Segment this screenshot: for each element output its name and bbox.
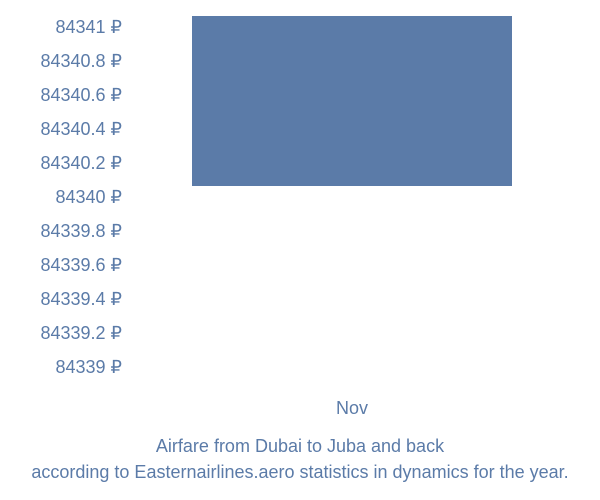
y-tick-label: 84340.4 ₽: [0, 112, 130, 146]
y-tick-label: 84341 ₽: [0, 10, 130, 44]
y-tick-label: 84339.4 ₽: [0, 282, 130, 316]
y-tick-label: 84339 ₽: [0, 350, 130, 384]
y-axis: 84341 ₽ 84340.8 ₽ 84340.6 ₽ 84340.4 ₽ 84…: [0, 10, 130, 384]
y-tick-label: 84339.6 ₽: [0, 248, 130, 282]
y-tick-label: 84340.2 ₽: [0, 146, 130, 180]
x-tick-label: Nov: [192, 398, 512, 419]
y-tick-label: 84340.6 ₽: [0, 78, 130, 112]
plot-area: [140, 10, 560, 384]
bar-nov: [192, 16, 512, 186]
chart-caption: Airfare from Dubai to Juba and back acco…: [0, 433, 600, 485]
caption-line-1: Airfare from Dubai to Juba and back: [0, 433, 600, 459]
y-tick-label: 84339.2 ₽: [0, 316, 130, 350]
y-tick-label: 84340.8 ₽: [0, 44, 130, 78]
y-tick-label: 84340 ₽: [0, 180, 130, 214]
chart-container: 84341 ₽ 84340.8 ₽ 84340.6 ₽ 84340.4 ₽ 84…: [0, 0, 600, 500]
y-tick-label: 84339.8 ₽: [0, 214, 130, 248]
caption-line-2: according to Easternairlines.aero statis…: [0, 459, 600, 485]
